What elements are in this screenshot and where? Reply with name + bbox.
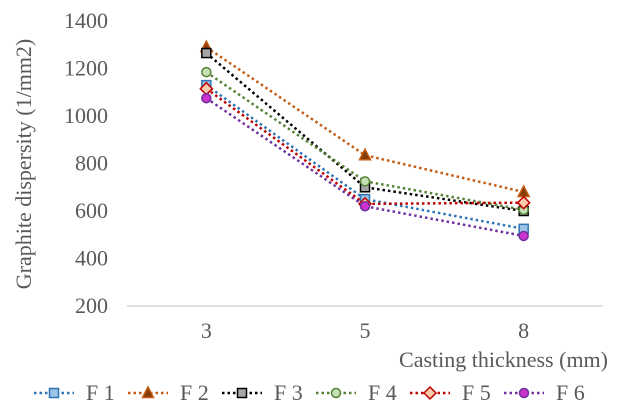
x-tick-label: 8 bbox=[518, 318, 529, 343]
legend: F 1 F 2 F 3 F 4 F 5 F 6 bbox=[34, 380, 585, 405]
y-tick-label: 400 bbox=[75, 246, 108, 271]
legend-label-f1: F 1 bbox=[86, 380, 115, 405]
y-tick-label: 800 bbox=[75, 151, 108, 176]
x-tick-labels: 3 5 8 bbox=[201, 318, 529, 343]
y-tick-label: 200 bbox=[75, 293, 108, 318]
data-point-f4 bbox=[201, 66, 212, 78]
legend-marker-f5 bbox=[422, 385, 438, 401]
series-line-f1 bbox=[205, 84, 524, 231]
y-tick-label: 600 bbox=[75, 198, 108, 223]
data-point-f6 bbox=[201, 92, 212, 104]
data-point-f5 bbox=[516, 195, 531, 210]
legend-marker-f4 bbox=[330, 387, 342, 399]
data-point-f3 bbox=[201, 47, 212, 59]
x-tick-label: 3 bbox=[201, 318, 212, 343]
legend-label-f2: F 2 bbox=[180, 380, 209, 405]
series-line-f3 bbox=[205, 52, 524, 213]
series-markers bbox=[199, 39, 531, 242]
series-line-f6 bbox=[205, 97, 524, 238]
series-line-f2 bbox=[205, 46, 524, 194]
legend-marker-f2 bbox=[141, 385, 155, 399]
data-point-f6 bbox=[518, 230, 529, 242]
legend-label-f4: F 4 bbox=[368, 380, 397, 405]
y-tick-label: 1000 bbox=[64, 103, 108, 128]
legend-label-f3: F 3 bbox=[274, 380, 303, 405]
x-tick-label: 5 bbox=[360, 318, 371, 343]
y-axis-title: Graphite dispersity (1/mm2) bbox=[11, 39, 36, 290]
legend-marker-f3 bbox=[236, 387, 248, 399]
data-point-f2 bbox=[358, 147, 372, 161]
data-point-f2 bbox=[516, 184, 531, 198]
legend-label-f5: F 5 bbox=[462, 380, 491, 405]
x-axis-title: Casting thickness (mm) bbox=[399, 347, 608, 372]
data-point-f4 bbox=[359, 176, 371, 187]
y-tick-label: 1400 bbox=[64, 8, 108, 33]
legend-marker-f1 bbox=[48, 387, 60, 399]
data-point-f6 bbox=[359, 201, 371, 212]
legend-marker-f6 bbox=[518, 387, 530, 399]
y-tick-label: 1200 bbox=[64, 56, 108, 81]
y-tick-labels: 200 400 600 800 1000 1200 1400 bbox=[64, 8, 108, 318]
legend-label-f6: F 6 bbox=[556, 380, 585, 405]
